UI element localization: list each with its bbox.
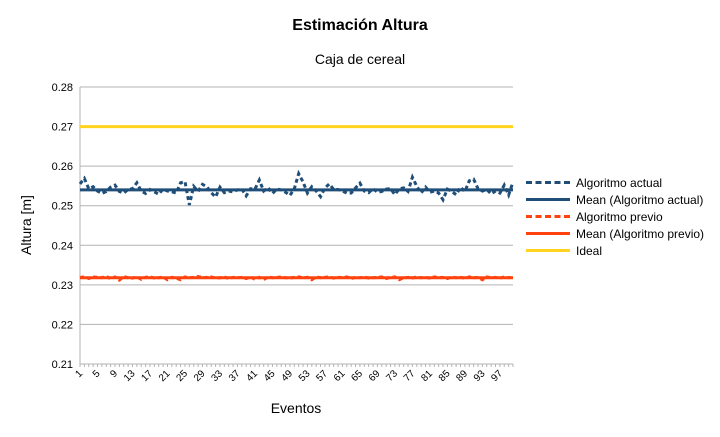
x-tick-label: 29 [192,368,208,384]
x-tick-label: 25 [174,368,190,384]
x-tick-label: 85 [437,368,453,384]
chart-subtitle: Caja de cereal [315,51,405,67]
y-tick-label: 0.21 [52,359,73,371]
y-tick-label: 0.28 [52,82,73,94]
legend-swatch-algoritmo-actual [526,178,570,188]
legend-label-mean-algoritmo-previo: Mean (Algoritmo previo) [576,226,705,241]
x-tick-label: 61 [332,368,348,384]
legend-swatch-algoritmo-previo [526,212,570,222]
legend-item-mean-algoritmo-actual: Mean (Algoritmo actual) [526,191,704,208]
legend-label-ideal: Ideal [576,243,603,258]
x-tick-label: 65 [349,368,365,384]
y-tick-label: 0.23 [52,280,73,292]
chart-title: Estimación Altura [292,17,428,34]
x-tick-label: 33 [209,368,225,384]
x-tick-label: 41 [244,368,260,384]
legend: Algoritmo actual Mean (Algoritmo actual)… [526,174,704,259]
x-tick-label: 69 [367,368,383,384]
y-tick-label: 0.22 [52,319,73,331]
x-tick-label: 17 [139,368,155,384]
y-axis-label: Altura [m] [18,195,34,255]
x-tick-label: 1 [73,368,85,380]
legend-label-algoritmo-actual: Algoritmo actual [576,175,663,190]
x-tick-label: 77 [402,368,418,384]
x-tick-label: 89 [454,368,470,384]
x-tick-label: 45 [262,368,278,384]
legend-swatch-mean-algoritmo-previo [526,229,570,239]
legend-label-algoritmo-previo: Algoritmo previo [576,209,663,224]
x-tick-label: 93 [472,368,488,384]
series-lines [78,125,515,283]
legend-label-mean-algoritmo-actual: Mean (Algoritmo actual) [576,192,704,207]
grid-lines [80,86,513,365]
series-line-algoritmo-actual [78,169,515,206]
y-tick-label: 0.24 [52,240,73,252]
y-tick-label: 0.25 [52,201,73,213]
y-tick-label: 0.27 [52,122,73,134]
legend-item-mean-algoritmo-previo: Mean (Algoritmo previo) [526,225,704,242]
x-tick-label: 97 [489,368,505,384]
x-tick-label: 37 [227,368,243,384]
legend-item-ideal: Ideal [526,242,704,259]
legend-swatch-mean-algoritmo-actual [526,195,570,205]
legend-swatch-ideal [526,246,570,256]
legend-item-algoritmo-actual: Algoritmo actual [526,174,704,191]
x-axis-label: Eventos [271,400,322,416]
x-tick-label: 21 [157,368,173,384]
x-tick-label: 13 [122,368,138,384]
x-tick-label: 49 [279,368,295,384]
x-tick-label: 73 [384,368,400,384]
x-tick-label: 5 [91,368,103,380]
x-tick-label: 53 [297,368,313,384]
x-tick-label: 57 [314,368,330,384]
x-tick-label: 9 [108,368,120,380]
x-tick-label: 81 [419,368,435,384]
legend-item-algoritmo-previo: Algoritmo previo [526,208,704,225]
y-tick-label: 0.26 [52,161,73,173]
